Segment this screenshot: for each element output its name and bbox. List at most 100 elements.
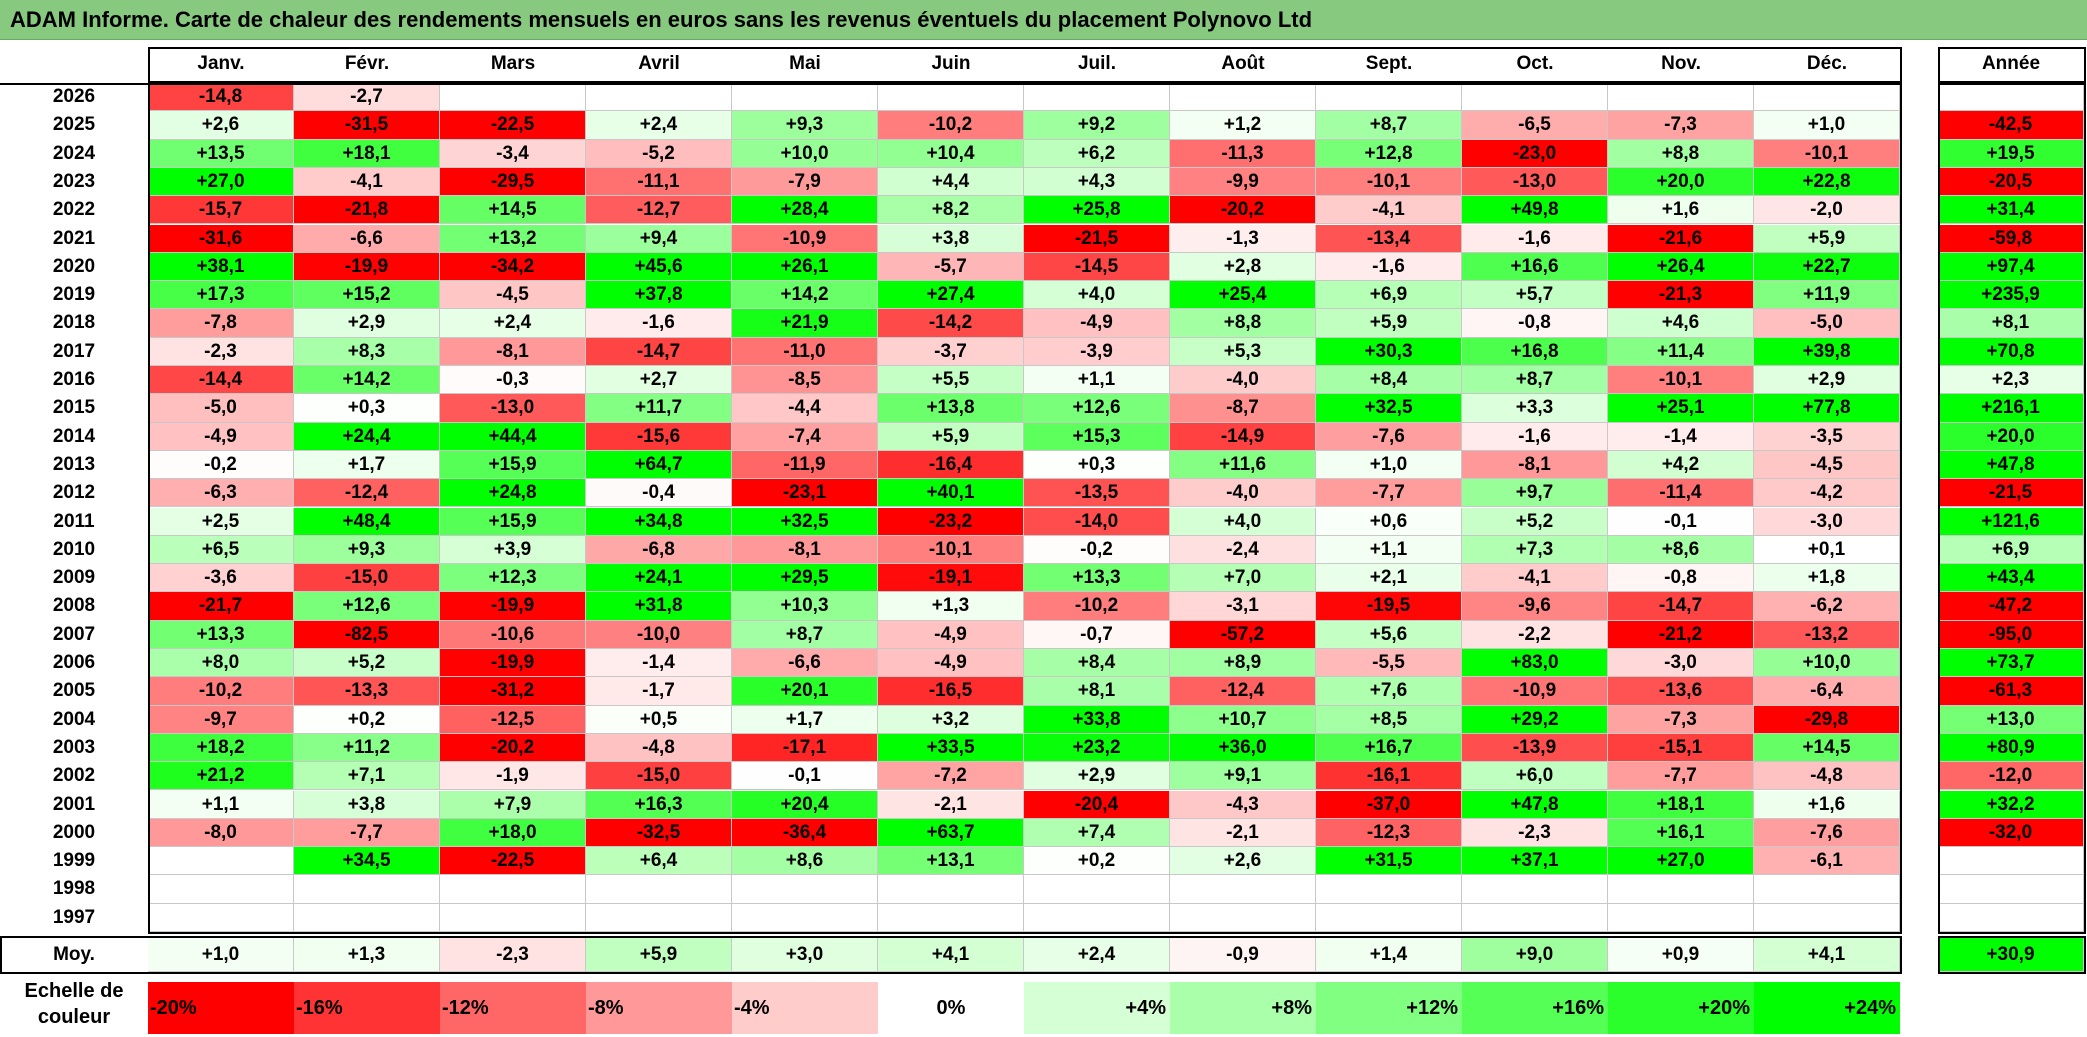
heatmap-cell: +33,5: [878, 733, 1024, 763]
heatmap-cell: -15,0: [586, 762, 732, 791]
heatmap-cell: +77,8: [1754, 394, 1900, 423]
heatmap-cell: +1,1: [148, 790, 294, 819]
heatmap-cell: +38,1: [148, 252, 294, 282]
annual-cell: -42,5: [1938, 111, 2084, 140]
heatmap-cell: +36,0: [1170, 733, 1316, 763]
heatmap-cell: +8,6: [1608, 535, 1754, 565]
heatmap-cell: -0,8: [1462, 309, 1608, 338]
heatmap-cell: -10,0: [586, 620, 732, 649]
year-label: 2014: [52, 425, 96, 447]
heatmap-cell: [1754, 83, 1900, 112]
heatmap-cell: +4,6: [1608, 309, 1754, 338]
heatmap-cell: -57,2: [1170, 620, 1316, 649]
heatmap-cell: +28,4: [732, 196, 878, 225]
month-header: Juin: [931, 53, 971, 74]
heatmap-cell: +15,9: [440, 450, 586, 480]
heatmap-cell: +45,6: [586, 252, 732, 282]
heatmap-cell: -10,2: [1024, 592, 1170, 621]
heatmap-cell: +15,3: [1024, 422, 1170, 451]
heatmap-cell: +14,2: [732, 281, 878, 310]
heatmap-cell: +26,4: [1608, 252, 1754, 282]
heatmap-cell: -15,7: [148, 196, 294, 225]
heatmap-cell: -8,1: [440, 337, 586, 366]
heatmap-cell: -4,8: [586, 733, 732, 763]
heatmap-cell: +37,1: [1462, 847, 1608, 876]
heatmap-cell: -4,3: [1170, 790, 1316, 819]
heatmap-cell: -1,3: [1170, 224, 1316, 253]
year-label: 2006: [52, 652, 96, 673]
heatmap-cell: -0,8: [1608, 564, 1754, 593]
heatmap-cell: +32,5: [732, 507, 878, 536]
heatmap-cell: +7,1: [294, 762, 440, 791]
heatmap-cell: -7,8: [148, 309, 294, 338]
heatmap-cell: +27,0: [1608, 847, 1754, 876]
annual-cell: -59,8: [1938, 224, 2084, 253]
month-header: Avril: [638, 53, 680, 74]
heatmap-cell: [1024, 875, 1170, 904]
year-label: 2003: [52, 736, 96, 758]
heatmap-cell: -0,2: [148, 450, 294, 480]
year-label: 2019: [52, 284, 96, 306]
month-header: Févr.: [344, 53, 390, 74]
heatmap-cell: -19,9: [294, 252, 440, 282]
heatmap-cell: -3,4: [440, 139, 586, 168]
heatmap-cell: +3,8: [294, 790, 440, 819]
month-header: Oct.: [1516, 53, 1554, 74]
heatmap-cell: +11,9: [1754, 281, 1900, 310]
heatmap-cell: +37,8: [586, 281, 732, 310]
heatmap-cell: +6,4: [586, 847, 732, 876]
heatmap-cell: -1,9: [440, 762, 586, 791]
average-cell: +1,3: [294, 938, 440, 972]
heatmap-cell: +12,6: [1024, 394, 1170, 423]
heatmap-cell: +5,9: [878, 422, 1024, 451]
heatmap-cell: +8,4: [1316, 366, 1462, 395]
heatmap-cell: +39,8: [1754, 337, 1900, 366]
heatmap-cell: [1316, 83, 1462, 112]
heatmap-cell: -4,0: [1170, 479, 1316, 508]
year-label: 2020: [52, 255, 96, 277]
heatmap-cell: -0,1: [1608, 507, 1754, 536]
heatmap-cell: +13,8: [878, 394, 1024, 423]
heatmap-cell: -22,5: [440, 847, 586, 876]
year-column-top-rule: [0, 83, 148, 85]
heatmap-cell: [148, 903, 294, 932]
heatmap-cell: +16,3: [586, 790, 732, 819]
average-cell: +1,0: [148, 938, 294, 972]
annual-cell: +73,7: [1938, 649, 2084, 678]
year-label: 2023: [52, 170, 96, 192]
heatmap-cell: -1,4: [586, 649, 732, 678]
heatmap-cell: +22,7: [1754, 252, 1900, 282]
heatmap-cell: -11,4: [1608, 479, 1754, 508]
heatmap-cell: -14,2: [878, 309, 1024, 338]
heatmap-cell: -7,3: [1608, 111, 1754, 140]
heatmap-cell: [1316, 875, 1462, 904]
heatmap-cell: +9,4: [586, 224, 732, 253]
heatmap-cell: -6,2: [1754, 592, 1900, 621]
heatmap-cell: -4,8: [1754, 762, 1900, 791]
heatmap-cell: -4,9: [878, 620, 1024, 649]
heatmap-cell: -3,9: [1024, 337, 1170, 366]
month-header: Janv.: [197, 53, 245, 74]
heatmap-cell: -7,6: [1316, 422, 1462, 451]
heatmap-cell: -1,6: [1462, 224, 1608, 253]
heatmap-cell: +2,4: [440, 309, 586, 338]
heatmap-cell: +18,2: [148, 733, 294, 763]
heatmap-cell: -20,2: [1170, 196, 1316, 225]
year-label: 1997: [52, 906, 96, 928]
annual-cell: -32,0: [1938, 818, 2084, 848]
heatmap-cell: +40,1: [878, 479, 1024, 508]
heatmap-cell: +2,9: [1024, 762, 1170, 791]
heatmap-cell: -16,5: [878, 677, 1024, 706]
heatmap-cell: +49,8: [1462, 196, 1608, 225]
heatmap-cell: -6,3: [148, 479, 294, 508]
heatmap-cell: +47,8: [1462, 790, 1608, 819]
annual-cell: +6,9: [1938, 535, 2084, 565]
heatmap-cell: -13,4: [1316, 224, 1462, 253]
heatmap-cell: -2,1: [1170, 818, 1316, 848]
heatmap-cell: +5,9: [1316, 309, 1462, 338]
heatmap-cell: -31,6: [148, 224, 294, 253]
heatmap-cell: +0,1: [1754, 535, 1900, 565]
heatmap-cell: -5,0: [148, 394, 294, 423]
annual-cell: [1938, 875, 2084, 904]
heatmap-cell: +83,0: [1462, 649, 1608, 678]
